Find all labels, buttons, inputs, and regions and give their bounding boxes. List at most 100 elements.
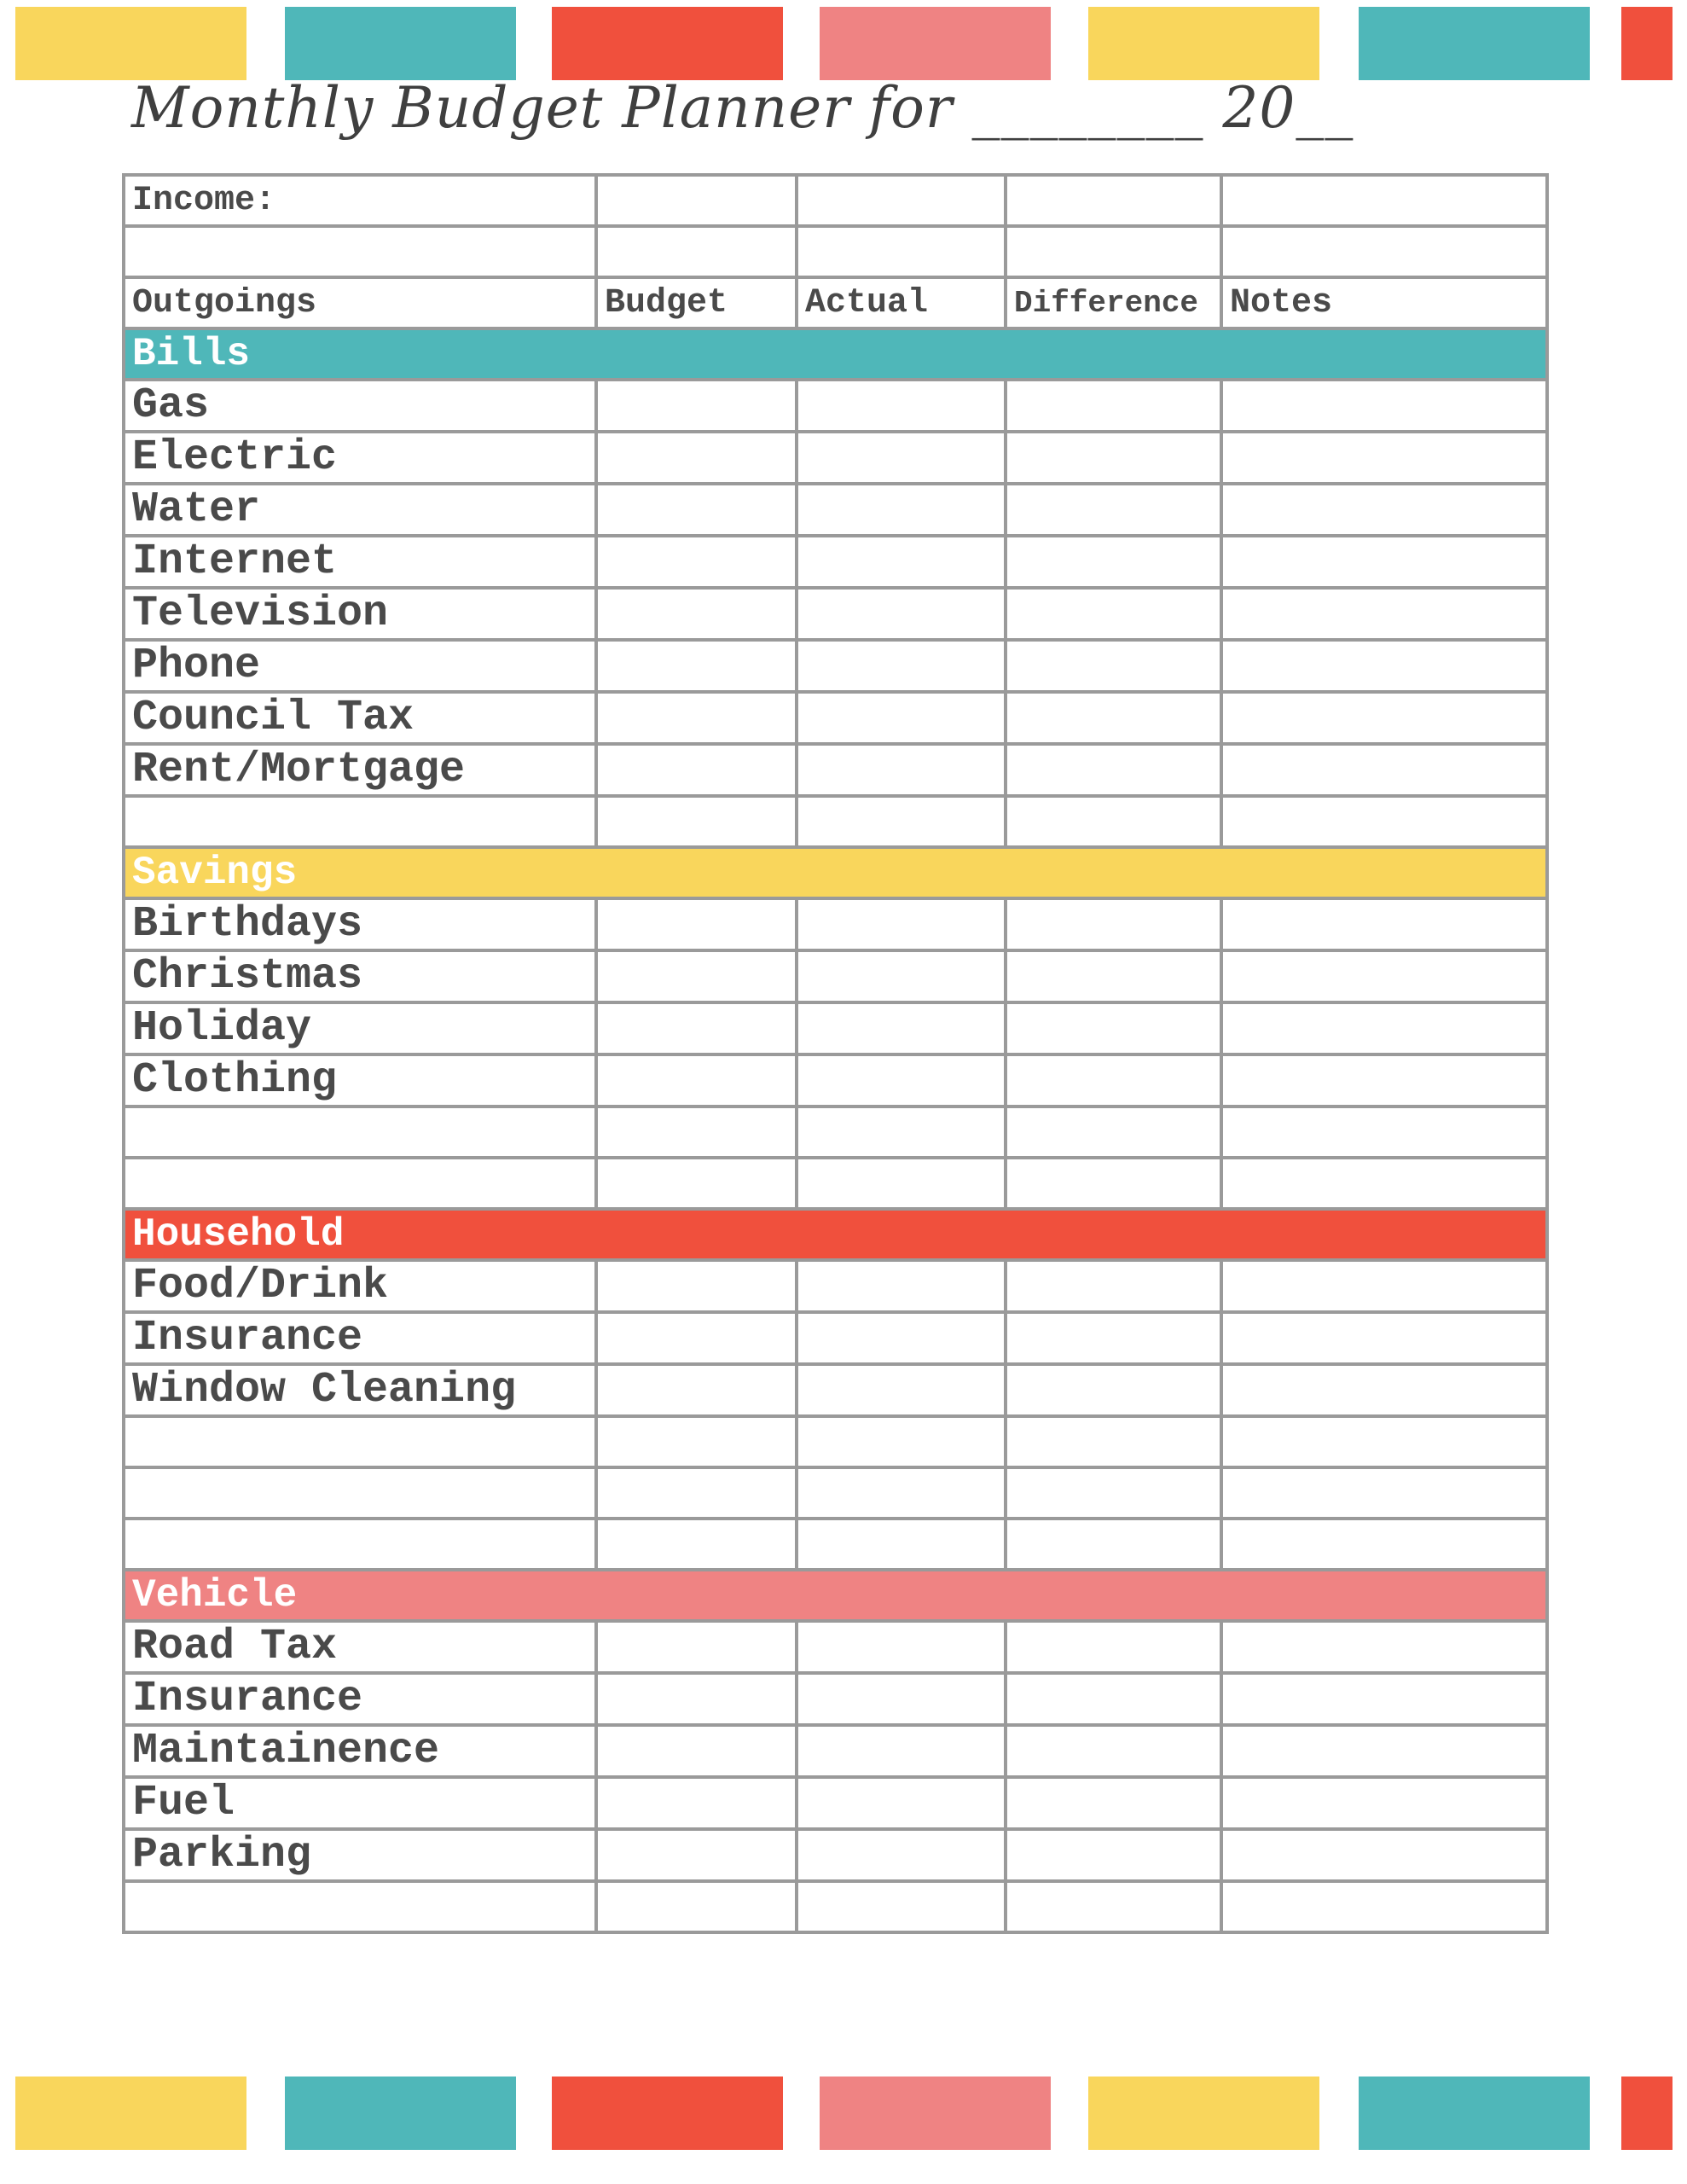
- notes-cell[interactable]: [1220, 690, 1549, 746]
- budget-cell[interactable]: [594, 690, 798, 746]
- notes-cell[interactable]: [1220, 742, 1549, 798]
- notes-cell[interactable]: [1220, 1105, 1549, 1159]
- difference-cell[interactable]: [1004, 586, 1223, 642]
- budget-cell[interactable]: [594, 1310, 798, 1366]
- actual-cell[interactable]: [795, 378, 1007, 433]
- difference-cell[interactable]: [1004, 1619, 1223, 1675]
- difference-cell[interactable]: [1004, 1310, 1223, 1366]
- notes-cell[interactable]: [1220, 1619, 1549, 1675]
- budget-cell[interactable]: [594, 1517, 798, 1571]
- actual-cell[interactable]: [795, 1001, 1007, 1056]
- difference-cell[interactable]: [1004, 1258, 1223, 1314]
- cell[interactable]: [122, 224, 598, 279]
- difference-cell[interactable]: [1004, 1517, 1223, 1571]
- notes-cell[interactable]: [1220, 1414, 1549, 1469]
- actual-cell[interactable]: [795, 1827, 1007, 1883]
- budget-cell[interactable]: [594, 1466, 798, 1520]
- item-label[interactable]: [122, 794, 598, 849]
- difference-cell[interactable]: [1004, 1156, 1223, 1211]
- difference-cell[interactable]: [1004, 1827, 1223, 1883]
- difference-cell[interactable]: [1004, 638, 1223, 694]
- actual-cell[interactable]: [795, 1619, 1007, 1675]
- notes-cell[interactable]: [1220, 482, 1549, 537]
- actual-cell[interactable]: [795, 1156, 1007, 1211]
- actual-cell[interactable]: [795, 1775, 1007, 1831]
- item-label[interactable]: [122, 1105, 598, 1159]
- difference-cell[interactable]: [1004, 1466, 1223, 1520]
- budget-cell[interactable]: [594, 1723, 798, 1779]
- actual-cell[interactable]: [795, 534, 1007, 590]
- difference-cell[interactable]: [1004, 1053, 1223, 1108]
- actual-cell[interactable]: [795, 1517, 1007, 1571]
- budget-cell[interactable]: [594, 794, 798, 849]
- actual-cell[interactable]: [795, 949, 1007, 1004]
- budget-cell[interactable]: [594, 534, 798, 590]
- difference-cell[interactable]: [1004, 897, 1223, 952]
- actual-cell[interactable]: [795, 897, 1007, 952]
- notes-cell[interactable]: [1220, 1775, 1549, 1831]
- item-label[interactable]: [122, 1517, 598, 1571]
- notes-cell[interactable]: [1220, 1001, 1549, 1056]
- notes-cell[interactable]: [1220, 1053, 1549, 1108]
- difference-cell[interactable]: [1004, 534, 1223, 590]
- actual-cell[interactable]: [795, 638, 1007, 694]
- budget-cell[interactable]: [594, 1258, 798, 1314]
- cell[interactable]: [1220, 224, 1549, 279]
- actual-cell[interactable]: [795, 1053, 1007, 1108]
- difference-cell[interactable]: [1004, 794, 1223, 849]
- budget-cell[interactable]: [594, 1001, 798, 1056]
- notes-cell[interactable]: [1220, 897, 1549, 952]
- notes-cell[interactable]: [1220, 586, 1549, 642]
- notes-cell[interactable]: [1220, 378, 1549, 433]
- budget-cell[interactable]: [594, 586, 798, 642]
- budget-cell[interactable]: [594, 742, 798, 798]
- notes-cell[interactable]: [1220, 794, 1549, 849]
- actual-cell[interactable]: [795, 1105, 1007, 1159]
- notes-cell[interactable]: [1220, 1517, 1549, 1571]
- actual-cell[interactable]: [795, 1258, 1007, 1314]
- notes-cell[interactable]: [1220, 1362, 1549, 1418]
- actual-cell[interactable]: [795, 1671, 1007, 1727]
- budget-cell[interactable]: [594, 430, 798, 485]
- income-notes-cell[interactable]: [1220, 173, 1549, 228]
- item-label[interactable]: [122, 1414, 598, 1469]
- cell[interactable]: [1004, 224, 1223, 279]
- budget-cell[interactable]: [594, 1414, 798, 1469]
- income-difference-cell[interactable]: [1004, 173, 1223, 228]
- difference-cell[interactable]: [1004, 742, 1223, 798]
- notes-cell[interactable]: [1220, 1466, 1549, 1520]
- actual-cell[interactable]: [795, 1310, 1007, 1366]
- actual-cell[interactable]: [795, 1723, 1007, 1779]
- item-label[interactable]: [122, 1879, 598, 1934]
- difference-cell[interactable]: [1004, 1105, 1223, 1159]
- notes-cell[interactable]: [1220, 949, 1549, 1004]
- budget-cell[interactable]: [594, 1671, 798, 1727]
- budget-cell[interactable]: [594, 1827, 798, 1883]
- actual-cell[interactable]: [795, 482, 1007, 537]
- notes-cell[interactable]: [1220, 638, 1549, 694]
- actual-cell[interactable]: [795, 586, 1007, 642]
- difference-cell[interactable]: [1004, 1775, 1223, 1831]
- difference-cell[interactable]: [1004, 378, 1223, 433]
- budget-cell[interactable]: [594, 482, 798, 537]
- actual-cell[interactable]: [795, 1362, 1007, 1418]
- budget-cell[interactable]: [594, 1362, 798, 1418]
- income-actual-cell[interactable]: [795, 173, 1007, 228]
- notes-cell[interactable]: [1220, 1156, 1549, 1211]
- difference-cell[interactable]: [1004, 1414, 1223, 1469]
- difference-cell[interactable]: [1004, 430, 1223, 485]
- difference-cell[interactable]: [1004, 1879, 1223, 1934]
- actual-cell[interactable]: [795, 794, 1007, 849]
- difference-cell[interactable]: [1004, 1671, 1223, 1727]
- actual-cell[interactable]: [795, 1879, 1007, 1934]
- actual-cell[interactable]: [795, 742, 1007, 798]
- budget-cell[interactable]: [594, 378, 798, 433]
- budget-cell[interactable]: [594, 897, 798, 952]
- difference-cell[interactable]: [1004, 482, 1223, 537]
- budget-cell[interactable]: [594, 949, 798, 1004]
- actual-cell[interactable]: [795, 690, 1007, 746]
- budget-cell[interactable]: [594, 1879, 798, 1934]
- notes-cell[interactable]: [1220, 430, 1549, 485]
- item-label[interactable]: [122, 1466, 598, 1520]
- difference-cell[interactable]: [1004, 1001, 1223, 1056]
